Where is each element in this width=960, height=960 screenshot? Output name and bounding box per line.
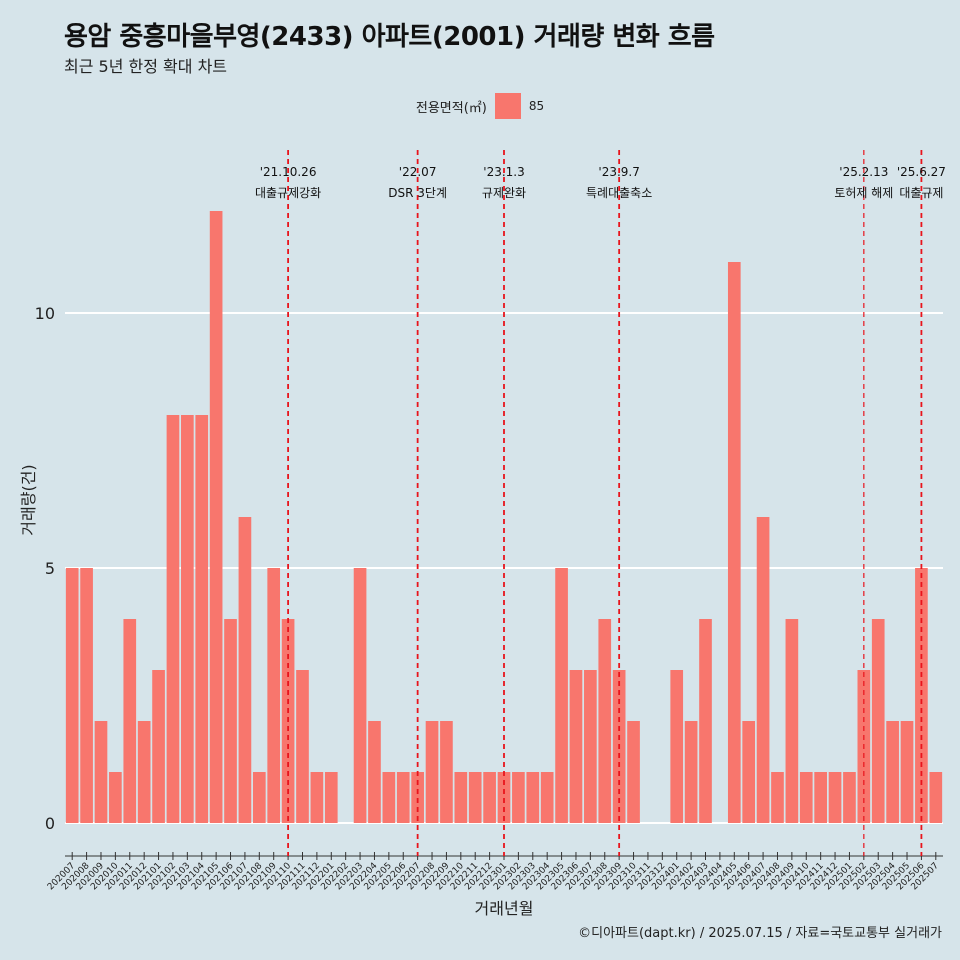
bar xyxy=(756,517,770,823)
bar xyxy=(296,670,309,823)
bar xyxy=(310,772,324,823)
legend-swatch xyxy=(494,93,521,119)
event-label: 대출규제강화 xyxy=(255,186,321,200)
bar xyxy=(814,772,827,823)
y-tick-label: 0 xyxy=(45,814,55,833)
bar xyxy=(512,772,525,823)
y-tick-label: 10 xyxy=(35,304,55,323)
event-label: DSR 3단계 xyxy=(388,186,447,200)
bar xyxy=(252,772,266,823)
bar xyxy=(742,721,756,823)
bar xyxy=(900,721,914,823)
event-label: 토허제 해제 xyxy=(834,186,893,200)
bar xyxy=(166,415,180,823)
event-date: '25.2.13 xyxy=(839,165,888,179)
bar xyxy=(123,619,137,823)
bar xyxy=(80,568,93,823)
bar xyxy=(799,772,813,823)
bar xyxy=(555,568,568,823)
bar xyxy=(670,670,684,823)
bar xyxy=(94,721,108,823)
bar xyxy=(195,415,209,823)
x-axis-title: 거래년월 xyxy=(475,899,534,918)
bar xyxy=(828,772,842,823)
bar xyxy=(440,721,453,823)
bar xyxy=(109,772,122,823)
bar xyxy=(152,670,165,823)
bar xyxy=(929,772,943,823)
chart-title: 용암 중흥마을부영(2433) 아파트(2001) 거래량 변화 흐름 xyxy=(64,22,715,52)
bar xyxy=(843,772,856,823)
bar xyxy=(915,568,928,823)
bar xyxy=(569,670,583,823)
bar xyxy=(209,211,223,823)
y-axis-title: 거래량(건) xyxy=(19,464,38,535)
bar xyxy=(497,772,511,823)
bar xyxy=(368,721,381,823)
event-label: 규제완화 xyxy=(482,186,526,200)
bar xyxy=(526,772,540,823)
event-date: '22.07 xyxy=(399,165,437,179)
event-date: '21.10.26 xyxy=(260,165,317,179)
legend-label: 85 xyxy=(528,99,545,113)
bar xyxy=(483,772,496,823)
event-label: 대출규제 xyxy=(899,186,943,200)
caption: ©디아파트(dapt.kr) / 2025.07.15 / 자료=국토교통부 실… xyxy=(578,926,942,941)
legend: 전용면적(㎡) 85 xyxy=(0,93,960,119)
bar xyxy=(727,262,741,823)
event-date: '25.6.27 xyxy=(897,165,946,179)
bar xyxy=(598,619,612,823)
bar xyxy=(684,721,698,823)
bar xyxy=(382,772,396,823)
event-label: 특례대출축소 xyxy=(586,186,652,200)
bar xyxy=(224,619,237,823)
bar xyxy=(425,721,439,823)
bar xyxy=(627,721,640,823)
bar xyxy=(454,772,468,823)
bar xyxy=(886,721,899,823)
bar xyxy=(871,619,885,823)
bar xyxy=(785,619,799,823)
bar xyxy=(181,415,194,823)
chart-subtitle: 최근 5년 한정 확대 차트 xyxy=(64,57,228,76)
bar xyxy=(137,721,151,823)
bar xyxy=(584,670,597,823)
bar xyxy=(65,568,79,823)
bar xyxy=(699,619,712,823)
event-date: '23.9.7 xyxy=(598,165,639,179)
bar xyxy=(324,772,338,823)
y-tick-label: 5 xyxy=(45,559,55,578)
bar xyxy=(468,772,482,823)
bar xyxy=(353,568,367,823)
bar xyxy=(771,772,784,823)
bar xyxy=(267,568,281,823)
legend-title: 전용면적(㎡) xyxy=(415,100,487,116)
event-date: '23.1.3 xyxy=(483,165,524,179)
bar xyxy=(411,772,424,823)
bar xyxy=(540,772,554,823)
bar xyxy=(396,772,410,823)
bar xyxy=(238,517,252,823)
